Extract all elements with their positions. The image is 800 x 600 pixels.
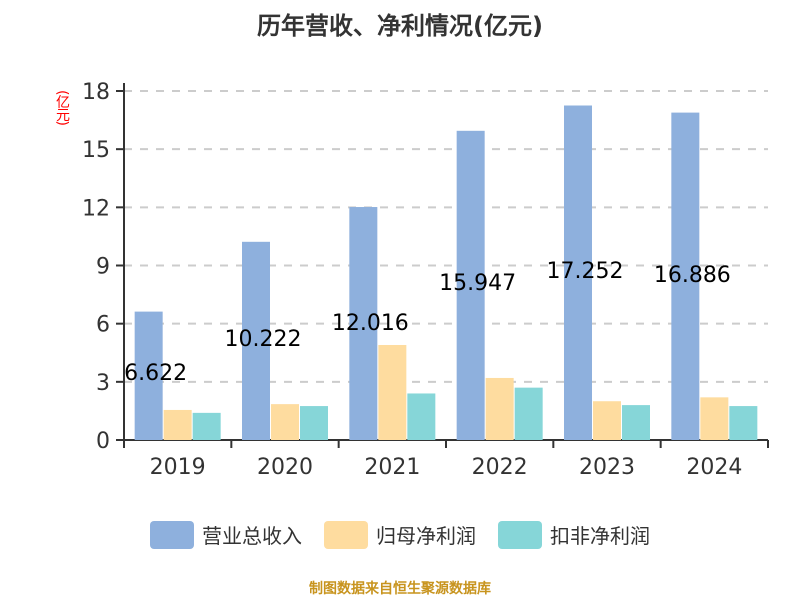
x-tick-label: 2019: [150, 455, 206, 480]
legend-swatch-revenue: [150, 520, 194, 549]
x-tick-label: 2024: [686, 455, 742, 480]
x-tick-label: 2020: [257, 455, 313, 480]
legend-label: 归母净利润: [376, 524, 476, 548]
chart-title: 历年营收、净利情况(亿元): [257, 12, 543, 40]
bar-revenue: [671, 112, 700, 441]
data-label: 17.252: [547, 259, 624, 284]
bar-chart: 0 3 6 9 12 15 18 6.622 2019 10.222 2020 12.016 2021 1…: [82, 80, 769, 480]
bar-parent-net-profit: [593, 401, 621, 440]
legend-swatch-deducted-net-profit: [498, 520, 542, 549]
bar-revenue: [456, 130, 485, 440]
y-tick-label: 18: [82, 80, 110, 105]
bar-parent-net-profit: [271, 404, 299, 440]
y-axis-unit-label: (亿元): [54, 90, 70, 125]
data-label: 10.222: [225, 327, 302, 352]
legend-label: 扣非净利润: [550, 524, 650, 548]
legend-item-parent-net-profit[interactable]: 归母净利润: [324, 520, 476, 549]
y-tick-label: 12: [82, 196, 110, 221]
legend-label: 营业总收入: [202, 524, 302, 548]
x-tick-label: 2021: [364, 455, 420, 480]
y-tick-label: 9: [96, 255, 110, 280]
bar-deducted-net-profit: [407, 393, 436, 440]
bar-revenue: [349, 207, 378, 440]
bar-parent-net-profit: [700, 397, 729, 440]
y-tick-label: 15: [82, 138, 110, 163]
bar-deducted-net-profit: [729, 406, 758, 440]
bar-deducted-net-profit: [192, 412, 221, 440]
y-tick-label: 3: [96, 371, 110, 396]
bar-deducted-net-profit: [300, 406, 328, 440]
bar-revenue: [564, 105, 592, 440]
legend-item-deducted-net-profit[interactable]: 扣非净利润: [498, 520, 650, 549]
data-label: 6.622: [124, 361, 187, 386]
legend-swatch-parent-net-profit: [324, 520, 368, 549]
legend-item-revenue[interactable]: 营业总收入: [150, 520, 302, 549]
data-label: 12.016: [332, 311, 409, 336]
bar-revenue: [134, 311, 163, 440]
y-tick-label: 0: [96, 429, 110, 454]
bar-deducted-net-profit: [622, 405, 650, 440]
bar-deducted-net-profit: [514, 387, 543, 440]
data-label: 15.947: [439, 271, 516, 296]
bar-revenue: [242, 241, 270, 440]
bar-parent-net-profit: [163, 409, 192, 440]
x-tick-label: 2022: [472, 455, 528, 480]
data-label: 16.886: [654, 263, 731, 288]
y-tick-label: 6: [96, 313, 110, 338]
bar-parent-net-profit: [378, 344, 407, 440]
bar-parent-net-profit: [485, 377, 514, 440]
data-source-note: 制图数据来自恒生聚源数据库: [309, 581, 491, 597]
legend: 营业总收入 归母净利润 扣非净利润: [0, 520, 800, 549]
x-tick-label: 2023: [579, 455, 635, 480]
